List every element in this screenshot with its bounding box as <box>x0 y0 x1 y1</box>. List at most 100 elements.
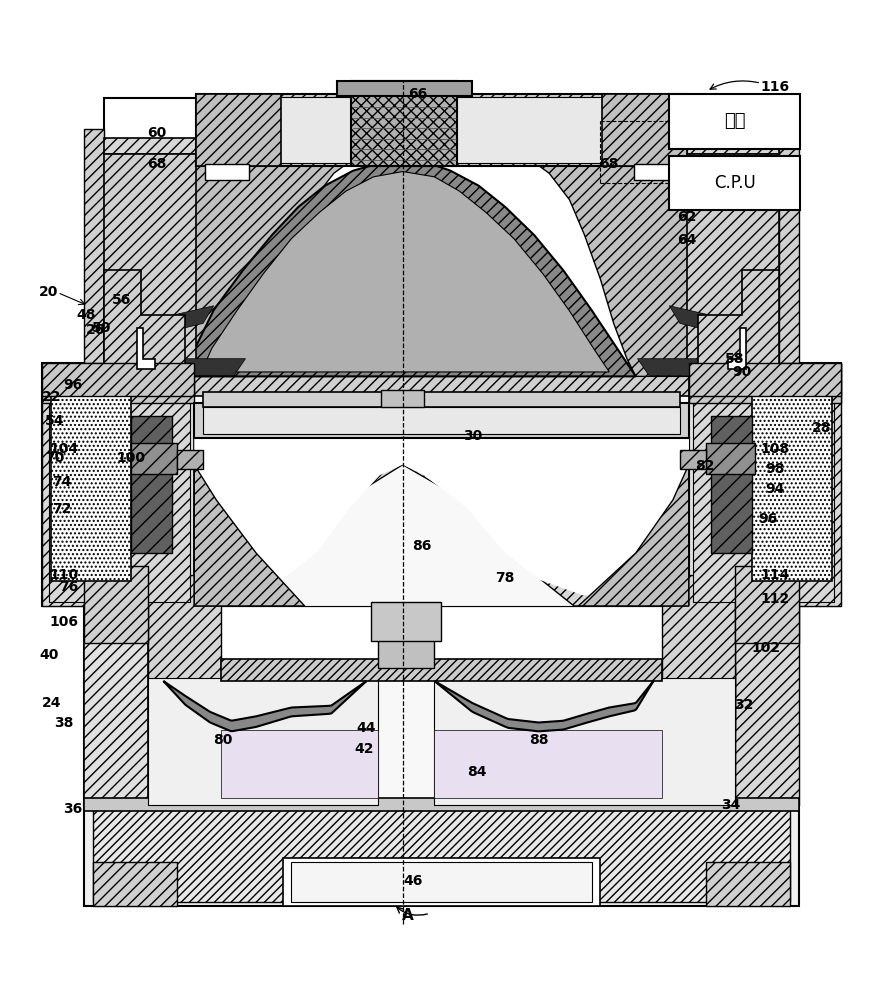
Text: 20: 20 <box>39 285 58 299</box>
Text: 108: 108 <box>761 442 789 456</box>
Polygon shape <box>185 163 636 376</box>
Text: 74: 74 <box>52 475 72 489</box>
Text: 106: 106 <box>49 615 78 629</box>
Polygon shape <box>693 369 834 602</box>
Text: 96: 96 <box>758 512 778 526</box>
Text: 114: 114 <box>760 568 790 582</box>
Polygon shape <box>221 659 662 681</box>
Polygon shape <box>384 606 428 632</box>
Polygon shape <box>687 154 779 363</box>
Text: 34: 34 <box>721 798 741 812</box>
Polygon shape <box>291 862 592 902</box>
Polygon shape <box>131 306 214 341</box>
Polygon shape <box>42 363 841 396</box>
Polygon shape <box>669 306 752 341</box>
Polygon shape <box>42 571 841 606</box>
Polygon shape <box>205 97 678 163</box>
Text: 36: 36 <box>63 802 82 816</box>
Text: 102: 102 <box>752 641 781 655</box>
Text: 30: 30 <box>463 429 482 443</box>
Text: 42: 42 <box>354 742 374 756</box>
Polygon shape <box>711 416 752 553</box>
Polygon shape <box>42 363 84 606</box>
Polygon shape <box>84 566 799 805</box>
Polygon shape <box>148 575 221 730</box>
Polygon shape <box>84 566 148 805</box>
Text: 100: 100 <box>117 451 145 465</box>
Text: 50: 50 <box>92 321 111 335</box>
Text: 72: 72 <box>52 502 72 516</box>
Text: 82: 82 <box>695 459 714 473</box>
Polygon shape <box>141 359 245 375</box>
Polygon shape <box>221 730 378 798</box>
Polygon shape <box>196 94 687 166</box>
Text: 78: 78 <box>495 571 515 585</box>
Polygon shape <box>728 328 746 369</box>
Text: 68: 68 <box>600 157 619 171</box>
Polygon shape <box>42 363 194 396</box>
Polygon shape <box>689 363 841 606</box>
Polygon shape <box>735 566 799 643</box>
Polygon shape <box>137 328 155 369</box>
Polygon shape <box>49 369 190 602</box>
Polygon shape <box>434 681 653 731</box>
Text: 44: 44 <box>357 721 376 735</box>
Text: 68: 68 <box>147 157 167 171</box>
Text: 88: 88 <box>529 733 548 747</box>
Text: 66: 66 <box>408 87 427 101</box>
Polygon shape <box>104 270 185 376</box>
Polygon shape <box>638 359 742 375</box>
Polygon shape <box>196 94 281 166</box>
Polygon shape <box>163 681 366 731</box>
Text: 116: 116 <box>761 80 789 94</box>
Polygon shape <box>104 98 779 376</box>
Text: 96: 96 <box>63 378 82 392</box>
Polygon shape <box>131 416 172 553</box>
Text: 110: 110 <box>49 568 78 582</box>
Text: 54: 54 <box>45 414 64 428</box>
Polygon shape <box>434 730 662 798</box>
Polygon shape <box>706 443 755 474</box>
Text: 58: 58 <box>725 352 744 366</box>
Polygon shape <box>378 632 434 668</box>
Text: 80: 80 <box>213 733 232 747</box>
Polygon shape <box>104 154 360 376</box>
Text: 112: 112 <box>760 592 790 606</box>
Polygon shape <box>104 138 779 154</box>
Text: 32: 32 <box>734 698 753 712</box>
Polygon shape <box>194 438 689 595</box>
Text: 38: 38 <box>54 716 73 730</box>
Text: 48: 48 <box>77 308 96 322</box>
Text: 40: 40 <box>39 648 58 662</box>
Polygon shape <box>51 394 131 581</box>
Polygon shape <box>779 129 799 378</box>
Polygon shape <box>148 678 378 805</box>
Polygon shape <box>205 164 249 180</box>
Polygon shape <box>84 129 104 378</box>
Polygon shape <box>194 436 689 606</box>
Polygon shape <box>203 392 680 407</box>
Polygon shape <box>662 575 735 730</box>
Polygon shape <box>689 363 841 396</box>
Polygon shape <box>578 465 689 606</box>
Polygon shape <box>523 154 779 376</box>
Text: 62: 62 <box>677 210 697 224</box>
Text: A: A <box>402 908 414 923</box>
Text: 70: 70 <box>45 451 64 465</box>
Polygon shape <box>735 566 799 805</box>
Text: 76: 76 <box>59 580 79 594</box>
Text: 86: 86 <box>412 539 432 553</box>
Polygon shape <box>93 809 790 902</box>
Polygon shape <box>283 858 600 906</box>
Polygon shape <box>689 363 841 403</box>
Polygon shape <box>669 156 800 210</box>
Polygon shape <box>381 390 424 407</box>
Polygon shape <box>337 81 472 96</box>
Text: 28: 28 <box>811 421 831 435</box>
Polygon shape <box>602 94 687 166</box>
Polygon shape <box>194 451 689 606</box>
Polygon shape <box>93 862 177 906</box>
Polygon shape <box>42 363 194 606</box>
Polygon shape <box>680 450 706 469</box>
Polygon shape <box>201 172 609 372</box>
